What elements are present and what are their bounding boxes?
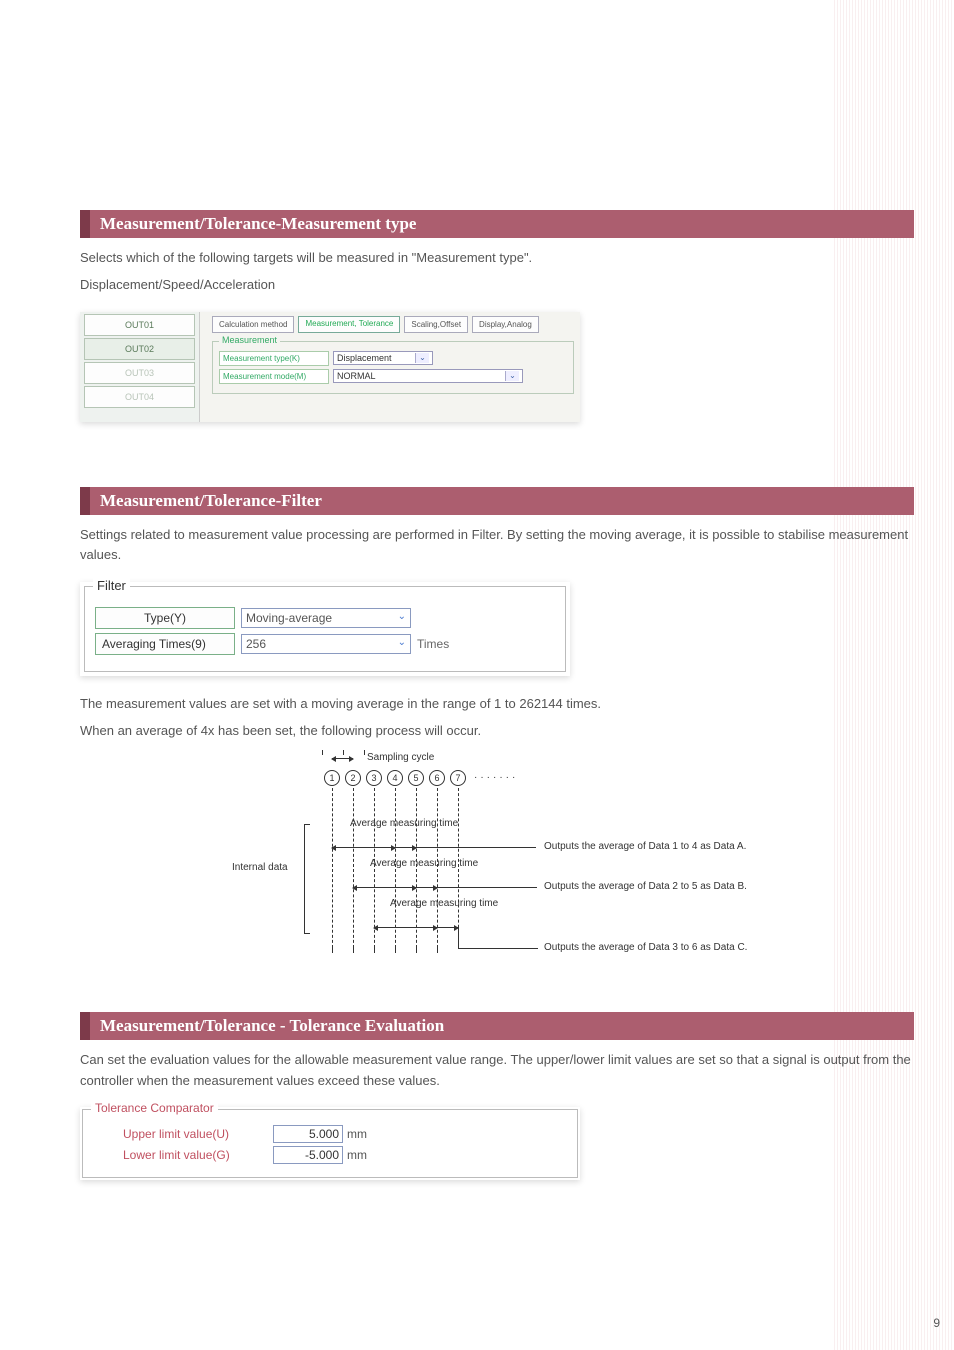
output-a-text: Outputs the average of Data 1 to 4 as Da…: [544, 841, 746, 852]
sample-1: 1: [324, 770, 340, 786]
select-averaging-times[interactable]: 256 ⌄: [241, 634, 411, 654]
measurement-legend: Measurement: [219, 335, 280, 345]
label-measurement-mode: Measurement mode(M): [219, 369, 329, 384]
out-tabs-panel: OUT01 OUT02 OUT03 OUT04: [80, 312, 200, 422]
measurement-fieldset: Measurement Measurement type(K) Displace…: [212, 341, 574, 394]
screenshot-measurement-type: OUT01 OUT02 OUT03 OUT04 Calculation meth…: [80, 312, 580, 422]
tolerance-fieldset: Tolerance Comparator Upper limit value(U…: [82, 1109, 578, 1178]
section-measurement-type: Measurement/Tolerance-Measurement type S…: [80, 210, 914, 427]
out-tab-4[interactable]: OUT04: [84, 386, 195, 408]
sample-6: 6: [429, 770, 445, 786]
avg-measuring-time-b: Average measuring time: [370, 858, 478, 869]
label-filter-type: Type(Y): [95, 607, 235, 629]
avg-arrow-c: [374, 927, 437, 928]
row-measurement-mode: Measurement mode(M) NORMAL ⌄: [219, 369, 567, 384]
select-measurement-mode-value: NORMAL: [337, 371, 376, 381]
output-arrow-a: [395, 847, 416, 848]
select-averaging-times-value: 256: [246, 637, 266, 651]
filter-note-2: When an average of 4x has been set, the …: [80, 721, 914, 742]
select-filter-type[interactable]: Moving-average ⌄: [241, 608, 411, 628]
internal-data-label: Internal data: [232, 862, 288, 873]
output-b-text: Outputs the average of Data 2 to 5 as Da…: [544, 881, 747, 892]
label-lower-limit: Lower limit value(G): [123, 1148, 273, 1162]
chevron-down-icon: ⌄: [505, 371, 519, 381]
desc-line-2: Displacement/Speed/Acceleration: [80, 275, 914, 296]
heading-tolerance-eval: Measurement/Tolerance - Tolerance Evalua…: [80, 1012, 914, 1040]
chevron-down-icon: ⌄: [398, 611, 406, 625]
avg-measuring-time-c: Average measuring time: [390, 898, 498, 909]
label-measurement-type: Measurement type(K): [219, 351, 329, 366]
chevron-down-icon: ⌄: [415, 353, 429, 363]
out-tab-2[interactable]: OUT02: [84, 338, 195, 360]
output-arrow-b: [416, 887, 437, 888]
label-upper-limit: Upper limit value(U): [123, 1127, 273, 1141]
unit-times: Times: [417, 637, 449, 651]
filter-note-1: The measurement values are set with a mo…: [80, 694, 914, 715]
unit-lower: mm: [347, 1148, 367, 1162]
settings-panel: Calculation method Measurement, Toleranc…: [212, 316, 574, 394]
select-measurement-mode[interactable]: NORMAL ⌄: [333, 369, 523, 383]
out-tab-1[interactable]: OUT01: [84, 314, 195, 336]
input-lower-limit[interactable]: -5.000: [273, 1146, 343, 1164]
output-arrow-c: [437, 927, 458, 928]
select-filter-type-value: Moving-average: [246, 611, 332, 625]
moving-average-diagram: Sampling cycle 1 2 3 4 5 6 7 ······· Int…: [132, 752, 862, 962]
tab-scaling-offset[interactable]: Scaling,Offset: [404, 316, 468, 333]
sampling-arrow: [332, 758, 353, 759]
label-averaging-times: Averaging Times(9): [95, 633, 235, 655]
page-number: 9: [933, 1316, 940, 1330]
filter-legend: Filter: [93, 578, 130, 593]
sample-3: 3: [366, 770, 382, 786]
top-tabs-row: Calculation method Measurement, Toleranc…: [212, 316, 574, 333]
section-filter: Measurement/Tolerance-Filter Settings re…: [80, 487, 914, 962]
desc-line-1: Selects which of the following targets w…: [80, 248, 914, 269]
sample-5: 5: [408, 770, 424, 786]
tab-display-analog[interactable]: Display,Analog: [472, 316, 539, 333]
row-upper-limit: Upper limit value(U) 5.000 mm: [123, 1125, 567, 1143]
row-averaging-times: Averaging Times(9) 256 ⌄ Times: [95, 633, 555, 655]
select-measurement-type[interactable]: Displacement ⌄: [333, 351, 433, 365]
screenshot-tolerance: Tolerance Comparator Upper limit value(U…: [80, 1107, 580, 1180]
avg-measuring-time-a: Average measuring time: [350, 818, 458, 829]
chevron-down-icon: ⌄: [398, 637, 406, 651]
screenshot-filter: Filter Type(Y) Moving-average ⌄ Averagin…: [80, 582, 570, 676]
sample-7: 7: [450, 770, 466, 786]
row-filter-type: Type(Y) Moving-average ⌄: [95, 607, 555, 629]
tolerance-legend: Tolerance Comparator: [91, 1101, 218, 1115]
tolerance-desc: Can set the evaluation values for the al…: [80, 1050, 914, 1092]
output-c-text: Outputs the average of Data 3 to 6 as Da…: [544, 942, 747, 953]
unit-upper: mm: [347, 1127, 367, 1141]
filter-desc: Settings related to measurement value pr…: [80, 525, 914, 567]
select-measurement-type-value: Displacement: [337, 353, 392, 363]
bracket-icon: [304, 824, 310, 934]
input-upper-limit[interactable]: 5.000: [273, 1125, 343, 1143]
ellipsis: ·······: [474, 772, 518, 783]
row-lower-limit: Lower limit value(G) -5.000 mm: [123, 1146, 567, 1164]
heading-measurement-type: Measurement/Tolerance-Measurement type: [80, 210, 914, 238]
sample-2: 2: [345, 770, 361, 786]
filter-fieldset: Filter Type(Y) Moving-average ⌄ Averagin…: [84, 586, 566, 672]
avg-arrow-b: [353, 887, 416, 888]
page-content: Measurement/Tolerance-Measurement type S…: [80, 210, 914, 1180]
sampling-cycle-label: Sampling cycle: [367, 752, 434, 763]
row-measurement-type: Measurement type(K) Displacement ⌄: [219, 351, 567, 366]
sample-4: 4: [387, 770, 403, 786]
heading-filter: Measurement/Tolerance-Filter: [80, 487, 914, 515]
tab-measurement-tolerance[interactable]: Measurement, Tolerance: [298, 316, 400, 333]
avg-arrow-a: [332, 847, 395, 848]
section-tolerance-eval: Measurement/Tolerance - Tolerance Evalua…: [80, 1012, 914, 1181]
out-tab-3[interactable]: OUT03: [84, 362, 195, 384]
tab-calc-method[interactable]: Calculation method: [212, 316, 294, 333]
